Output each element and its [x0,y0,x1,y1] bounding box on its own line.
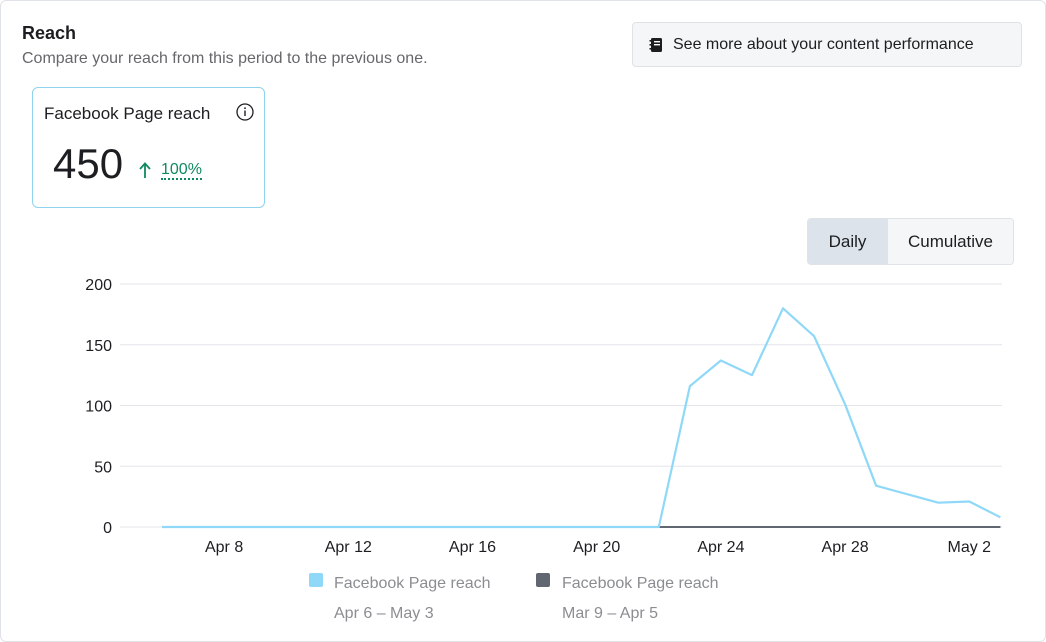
x-tick-label: May 2 [948,539,992,556]
y-tick-label: 100 [85,399,112,416]
legend-period-current: Apr 6 – May 3 [334,605,434,622]
legend: Facebook Page reach Apr 6 – May 3 Facebo… [309,573,719,622]
period-toggle: Daily Cumulative [807,218,1014,265]
x-tick-label: Apr 8 [205,539,243,556]
legend-swatch-current [309,573,323,587]
x-tick-label: Apr 12 [325,539,372,556]
metric-label: Facebook Page reach [44,104,211,123]
y-axis: 0 50 100 150 200 [85,277,112,537]
grid-lines [120,283,1002,528]
content-performance-label: See more about your content performance [673,35,974,53]
legend-swatch-previous [536,573,550,587]
daily-toggle-button[interactable]: Daily [808,219,888,264]
x-tick-label: Apr 28 [822,539,869,556]
x-tick-label: Apr 20 [573,539,620,556]
x-tick-label: Apr 16 [449,539,496,556]
page-title: Reach [22,23,77,43]
y-tick-label: 200 [85,277,112,294]
legend-label-current: Facebook Page reach [334,575,491,592]
series-lines [162,307,1001,529]
x-axis: Apr 8 Apr 12 Apr 16 Apr 20 Apr 24 Apr 28 May 2 [205,539,991,556]
page-subtitle: Compare your reach from this period to t… [22,50,428,67]
y-tick-label: 0 [103,520,112,537]
content-performance-button[interactable]: See more about your content performance [632,22,1022,67]
series-line-current [162,307,1001,529]
y-tick-label: 50 [94,459,112,476]
legend-label-previous: Facebook Page reach [562,575,719,592]
metric-card[interactable]: Facebook Page reach 450 100% [32,87,265,208]
arrow-up-icon [139,162,151,178]
y-tick-label: 150 [85,338,112,355]
x-tick-label: Apr 24 [697,539,744,556]
info-icon[interactable] [236,103,254,121]
metric-value: 450 [53,140,124,187]
legend-period-previous: Mar 9 – Apr 5 [562,605,658,622]
metric-change[interactable]: 100% [161,161,202,180]
cumulative-toggle-button[interactable]: Cumulative [888,219,1013,264]
notebook-icon [649,37,662,52]
